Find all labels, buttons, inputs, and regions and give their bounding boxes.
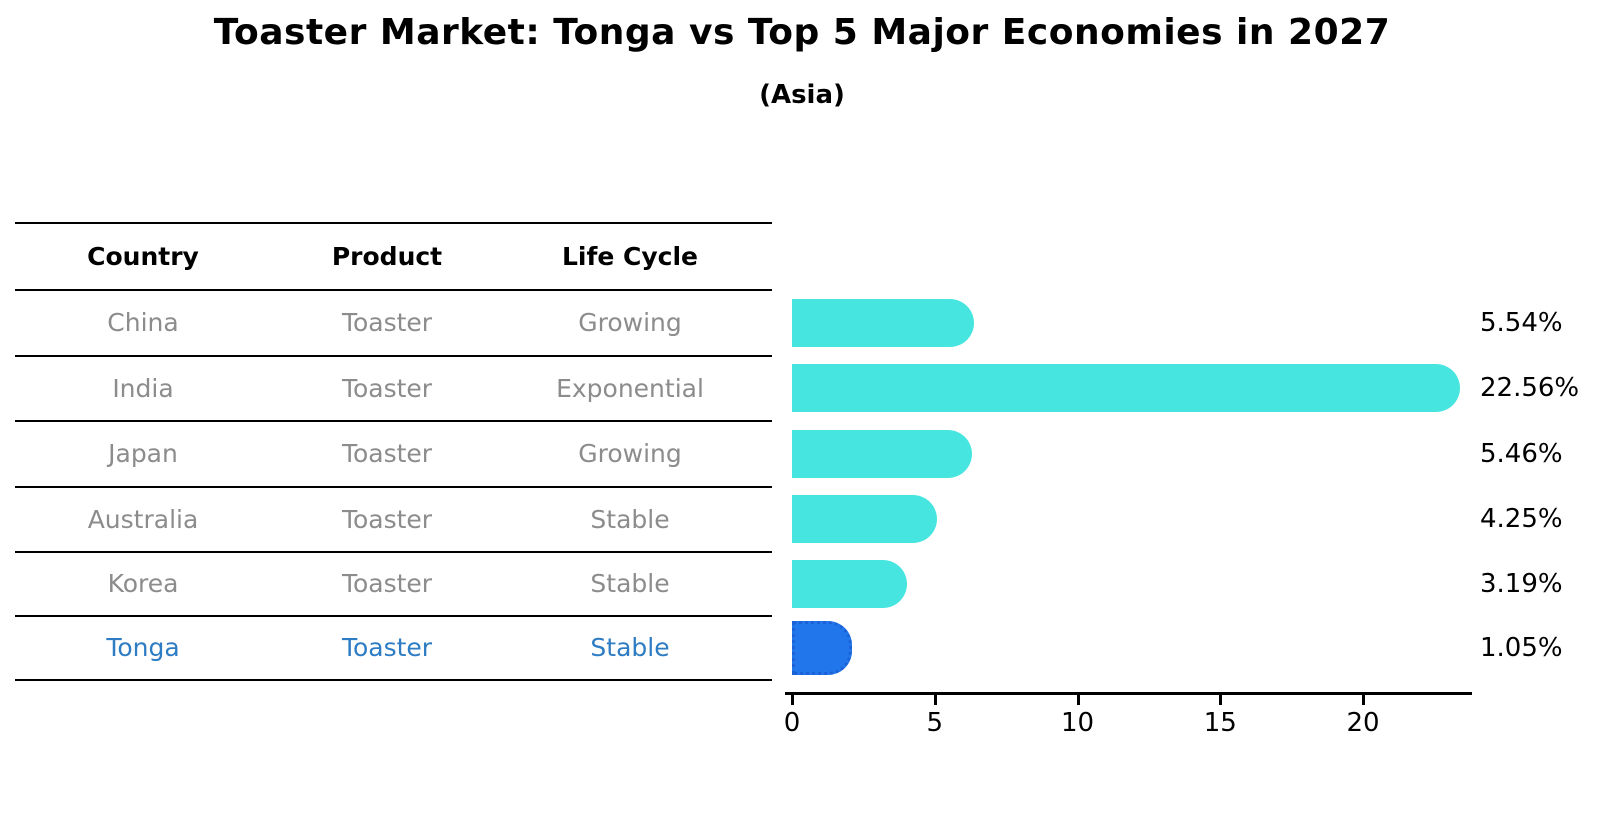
table-cell: Toaster [341, 373, 433, 403]
table-row-line [15, 551, 772, 553]
x-axis-tick [1219, 695, 1223, 705]
x-axis [785, 692, 1472, 695]
x-axis-tick-label: 20 [1346, 708, 1380, 738]
table-row-line [15, 679, 772, 681]
x-axis-tick [1076, 695, 1080, 705]
table-row-line [15, 222, 772, 224]
table-cell: Toaster [341, 308, 433, 337]
table-cell: Exponential [556, 373, 704, 403]
x-axis-tick-label: 5 [926, 708, 944, 738]
table-cell: Toaster [341, 504, 433, 534]
table-row-line [15, 615, 772, 617]
bar-highlight [792, 621, 852, 675]
table-cell: Stable [590, 569, 670, 598]
table-header-cell: Life Cycle [561, 241, 699, 271]
x-axis-tick [933, 695, 937, 705]
table-cell: Toaster [341, 569, 433, 598]
table-row-line [15, 486, 772, 488]
table-cell: Growing [578, 439, 682, 468]
value-label: 1.05% [1480, 633, 1563, 663]
table-cell: Stable [590, 504, 670, 534]
table-cell: Toaster [341, 633, 433, 662]
bar [792, 364, 1461, 412]
x-axis-tick [791, 695, 794, 705]
table-row-line [15, 355, 772, 357]
table-header-cell: Country [87, 241, 199, 271]
value-label: 5.54% [1480, 308, 1563, 338]
table-cell: Tonga [106, 633, 180, 662]
bar [792, 495, 938, 543]
table-cell: Toaster [341, 439, 433, 468]
x-axis-tick-label: 15 [1203, 708, 1237, 738]
x-axis-tick-label: 10 [1060, 708, 1095, 738]
chart-subtitle: (Asia) [759, 80, 845, 110]
table-cell: China [107, 308, 179, 337]
bar [792, 430, 972, 478]
bar [792, 299, 975, 347]
table-cell: Stable [590, 633, 670, 662]
value-label: 4.25% [1480, 504, 1563, 534]
table-cell: Growing [578, 308, 682, 337]
table-cell: India [112, 373, 174, 403]
value-label: 3.19% [1480, 569, 1563, 599]
table-row-line [15, 289, 772, 291]
value-label: 5.46% [1480, 439, 1563, 469]
bar [792, 560, 908, 608]
chart-title: Toaster Market: Tonga vs Top 5 Major Eco… [213, 12, 1391, 53]
x-axis-tick-label: 0 [783, 708, 801, 738]
table-cell: Korea [107, 569, 179, 598]
value-label: 22.56% [1480, 373, 1580, 403]
table-row-line [15, 420, 772, 422]
table-header-cell: Product [331, 241, 443, 271]
table-cell: Japan [108, 439, 178, 468]
x-axis-tick [1362, 695, 1365, 705]
table-cell: Australia [87, 504, 199, 534]
